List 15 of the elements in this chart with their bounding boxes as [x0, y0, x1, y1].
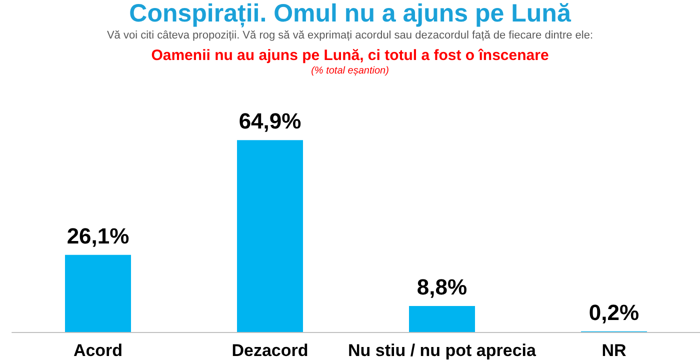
data-label: 64,9%: [238, 108, 302, 134]
x-tick-label: Nu stiu / nu pot aprecia: [348, 341, 537, 360]
chart-title: Conspirații. Omul nu a ajuns pe Lună: [129, 0, 572, 28]
data-label: 0,2%: [588, 300, 640, 325]
bar: [409, 306, 475, 332]
data-label: 8,8%: [416, 274, 468, 300]
text: (% total eșantion): [311, 66, 389, 76]
bar: [65, 254, 131, 332]
text: Oamenii nu au ajuns pe Lună, ci totul a fost o înscenare: [151, 47, 549, 64]
x-tick-label: Dezacord: [232, 341, 308, 360]
bar: [237, 140, 303, 332]
x-tick-label: NR: [602, 341, 626, 360]
chart-subtitle: Vă voi citi câteva propoziții. Vă rog să vă exprimați acordul sau dezacordul față de fiecare dintre ele:: [106, 30, 594, 42]
x-tick-label: Acord: [73, 341, 123, 360]
data-label: 26,1%: [66, 223, 130, 248]
